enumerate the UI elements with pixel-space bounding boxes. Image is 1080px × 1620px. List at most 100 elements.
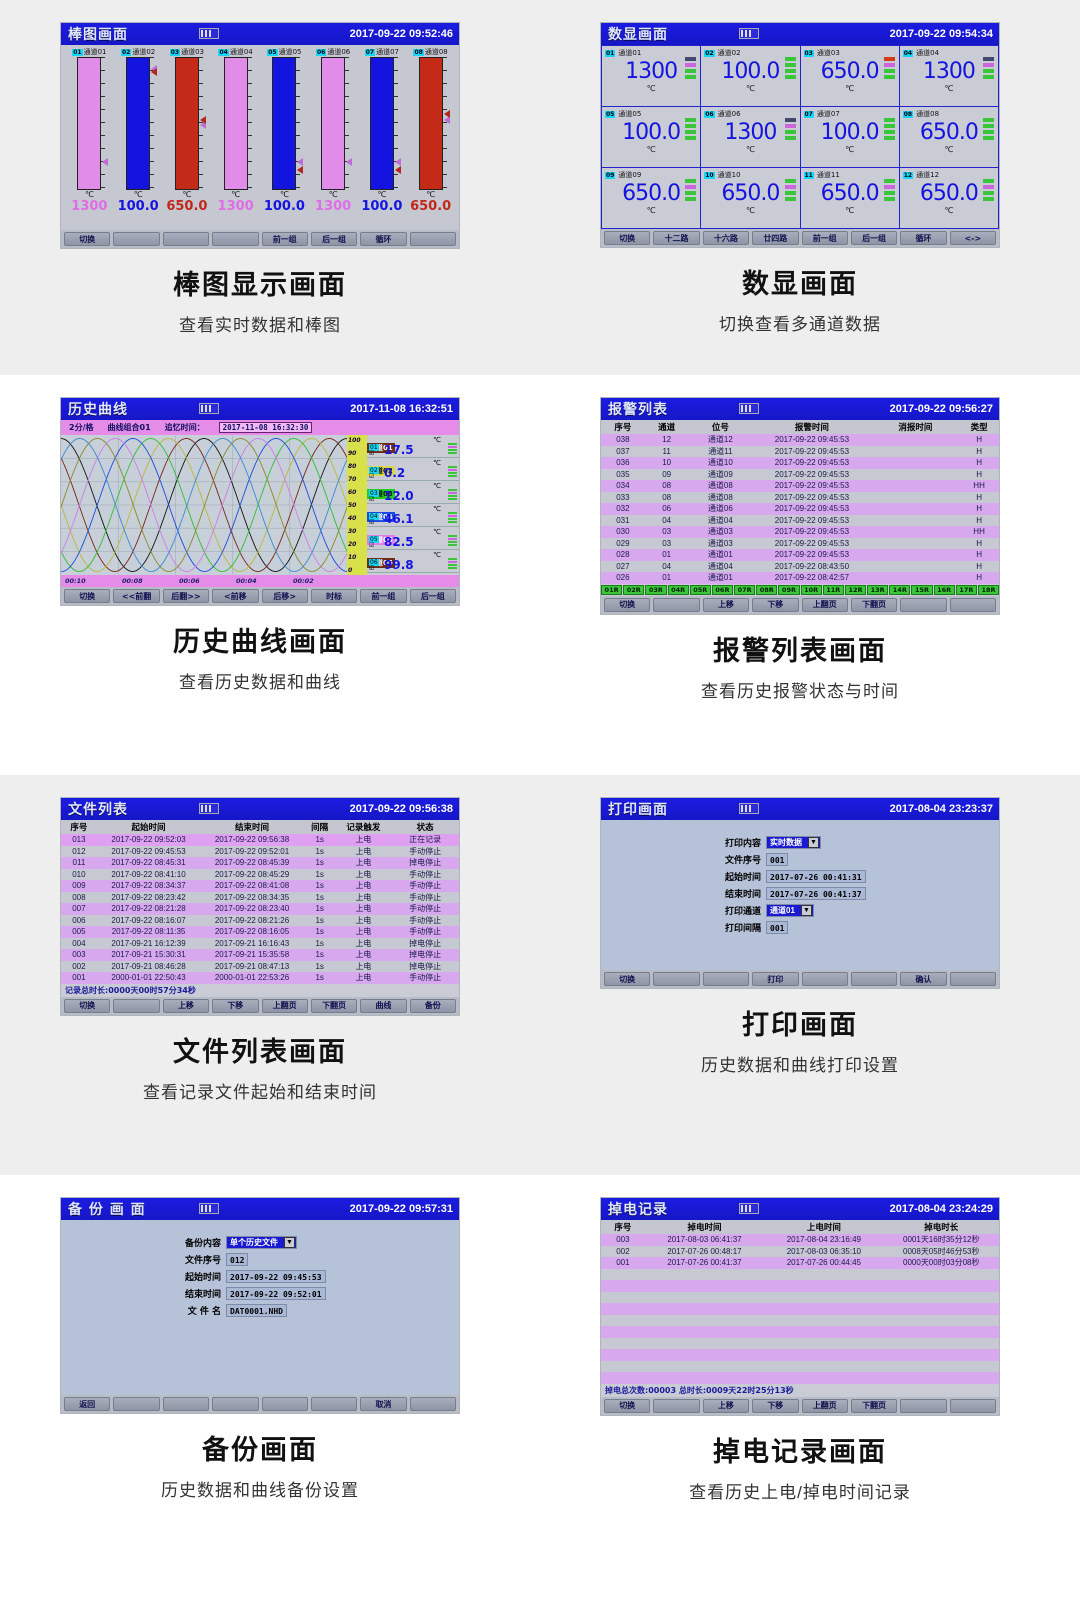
table-row[interactable]: 004 2017-09-21 16:12:39 2017-09-21 16:16:4… — [61, 937, 459, 949]
field-value-input[interactable]: 2017-09-22 09:45:53 — [226, 1270, 326, 1283]
button-2[interactable] — [653, 597, 700, 612]
table-row[interactable]: 002 2017-09-21 08:46:28 2017-09-21 08:47:1… — [61, 960, 459, 972]
table-row[interactable]: 013 2017-09-22 09:52:03 2017-09-22 09:56:3… — [61, 834, 459, 846]
legend-item[interactable]: 通道04 ℃ 04 ☑ 46.1 — [367, 504, 459, 527]
table-row[interactable] — [601, 1372, 999, 1384]
table-row[interactable] — [601, 1291, 999, 1303]
button-1[interactable]: 切换 — [604, 972, 651, 986]
button-7[interactable]: 前一组 — [360, 589, 407, 603]
table-row[interactable]: 003 2017-09-21 15:30:31 2017-09-21 15:35:5… — [61, 949, 459, 961]
alarm-tag[interactable]: 18R — [977, 584, 1000, 595]
button-8[interactable] — [949, 1398, 996, 1413]
button-7[interactable]: 取消 — [360, 1397, 407, 1411]
table-row[interactable]: 027 04 通道04 2017-09-22 08:43:50 H — [601, 560, 999, 572]
table-row[interactable]: 031 04 通道04 2017-09-22 09:45:53 H — [601, 514, 999, 526]
field-value-select[interactable]: 单个历史文件 ▼ — [226, 1236, 297, 1249]
button-2[interactable] — [113, 998, 160, 1013]
field-value-input[interactable]: 2017-07-26 00:41:37 — [766, 887, 866, 900]
alarm-tag[interactable]: 15R — [911, 584, 933, 595]
button-7[interactable]: 循环 — [360, 232, 407, 246]
table-row[interactable]: 034 08 通道08 2017-09-22 09:45:53 HH — [601, 480, 999, 492]
button-1[interactable]: 切换 — [604, 231, 651, 245]
table-row[interactable]: 005 2017-09-22 08:11:35 2017-09-22 08:16:0… — [61, 926, 459, 938]
button-8[interactable]: 后一组 — [409, 589, 456, 603]
button-bar-backup[interactable]: 返回 取消 — [61, 1395, 459, 1413]
button-5[interactable]: 后移> — [261, 589, 308, 603]
button-8[interactable] — [409, 1397, 456, 1411]
button-6[interactable]: 下翻页 — [850, 597, 898, 612]
chevron-down-icon[interactable]: ▼ — [800, 905, 812, 916]
button-bar-alarm[interactable]: 切换 上移 下移 上翻页 下翻页 — [601, 595, 999, 614]
table-row[interactable]: 033 08 通道08 2017-09-22 09:45:53 H — [601, 491, 999, 503]
alarm-tag[interactable]: 16R — [933, 584, 955, 595]
button-4[interactable]: 打印 — [752, 972, 799, 986]
checkbox-icon[interactable]: ☑ — [369, 450, 375, 457]
table-row[interactable] — [601, 1314, 999, 1326]
legend-item[interactable]: 通道06 ℃ 06 ☑ 99.8 — [367, 550, 459, 573]
button-6[interactable]: 后一组 — [310, 232, 358, 246]
button-3[interactable] — [702, 972, 750, 986]
button-3[interactable]: 后翻>> — [162, 589, 210, 603]
button-5[interactable] — [801, 972, 848, 986]
button-8[interactable] — [409, 232, 456, 246]
legend-item[interactable]: 通道02 ℃ 02 ☑ 0.2 — [367, 458, 459, 481]
table-row[interactable]: 029 03 通道03 2017-09-22 09:45:53 H — [601, 537, 999, 549]
button-5[interactable]: 上翻页 — [801, 1398, 848, 1413]
table-row[interactable]: 010 2017-09-22 08:41:10 2017-09-22 08:45:2… — [61, 868, 459, 880]
recall-time-field[interactable]: 2017-11-08 16:32:30 — [218, 422, 313, 433]
alarm-tag[interactable]: 11R — [822, 584, 844, 595]
legend-item[interactable]: 通道05 ℃ 05 ☑ 82.5 — [367, 527, 459, 550]
button-1[interactable]: 返回 — [64, 1397, 111, 1411]
alarm-tag[interactable]: 07R — [734, 584, 756, 595]
alarm-status-tags[interactable]: 01R 02R 03R 04R 05R 06R 07R 08R 09R 10R 11R 12R 13R 1… — [601, 583, 1000, 596]
button-3[interactable] — [162, 1397, 210, 1411]
chevron-down-icon[interactable]: ▼ — [284, 1237, 295, 1248]
field-value-input[interactable]: 012 — [226, 1253, 249, 1266]
button-2[interactable]: 十二路 — [653, 231, 700, 245]
table-row[interactable]: 001 2000-01-01 22:50:43 2000-01-01 22:53:2… — [61, 972, 459, 984]
button-5[interactable] — [261, 1397, 308, 1411]
table-row[interactable] — [601, 1360, 999, 1372]
button-1[interactable]: 切换 — [604, 1398, 651, 1413]
checkbox-icon[interactable]: ☑ — [369, 542, 375, 549]
alarm-tag[interactable]: 14R — [889, 584, 911, 595]
table-row[interactable]: 009 2017-09-22 08:34:37 2017-09-22 08:41:0… — [61, 880, 459, 892]
chevron-down-icon[interactable]: ▼ — [808, 837, 819, 848]
table-row[interactable] — [601, 1303, 999, 1315]
button-4[interactable]: 下移 — [752, 597, 799, 612]
alarm-tag[interactable]: 09R — [778, 584, 800, 595]
button-4[interactable]: <前移 — [212, 589, 259, 603]
button-8[interactable]: 备份 — [409, 998, 456, 1013]
table-row[interactable]: 006 2017-09-22 08:16:07 2017-09-22 08:21:2… — [61, 914, 459, 926]
alarm-tag[interactable]: 05R — [689, 584, 711, 595]
field-value-input[interactable]: 001 — [766, 853, 789, 866]
button-2[interactable] — [653, 972, 700, 986]
checkbox-icon[interactable]: ☑ — [369, 519, 375, 526]
table-row[interactable]: 032 06 通道06 2017-09-22 09:45:53 H — [601, 503, 999, 515]
field-value-input[interactable]: DAT0001.NHD — [226, 1304, 287, 1317]
checkbox-icon[interactable]: ☑ — [369, 496, 375, 503]
checkbox-icon[interactable]: ☑ — [369, 565, 375, 572]
field-value-input[interactable]: 001 — [766, 921, 789, 934]
table-row[interactable]: 035 09 通道09 2017-09-22 09:45:53 H — [601, 468, 999, 480]
button-bar-print[interactable]: 切换 打印 确认 — [601, 970, 999, 988]
button-8[interactable]: <-> — [949, 231, 996, 245]
button-6[interactable] — [850, 972, 898, 986]
table-row[interactable]: 002 2017-07-26 00:48:17 2017-08-03 06:35:1… — [601, 1245, 999, 1257]
button-7[interactable]: 曲线 — [360, 998, 407, 1013]
table-row[interactable]: 026 01 通道01 2017-09-22 08:42:57 H — [601, 572, 999, 584]
table-row[interactable] — [601, 1268, 999, 1280]
table-row[interactable] — [601, 1326, 999, 1338]
table-row[interactable]: 030 03 通道03 2017-09-22 09:45:53 HH — [601, 526, 999, 538]
button-6[interactable]: 后一组 — [850, 231, 898, 245]
table-row[interactable]: 001 2017-07-26 00:41:37 2017-07-26 00:44:4… — [601, 1257, 999, 1269]
button-3[interactable]: 上移 — [702, 1398, 750, 1413]
button-4[interactable] — [212, 232, 259, 246]
button-4[interactable]: 下移 — [752, 1398, 799, 1413]
field-value-select[interactable]: 通道01 ▼ — [766, 904, 814, 917]
button-4[interactable]: 下移 — [212, 998, 259, 1013]
alarm-tag[interactable]: 13R — [867, 584, 889, 595]
alarm-tag[interactable]: 03R — [645, 584, 667, 595]
button-2[interactable]: <<前翻 — [113, 589, 160, 603]
table-row[interactable]: 028 01 通道01 2017-09-22 09:45:53 H — [601, 549, 999, 561]
